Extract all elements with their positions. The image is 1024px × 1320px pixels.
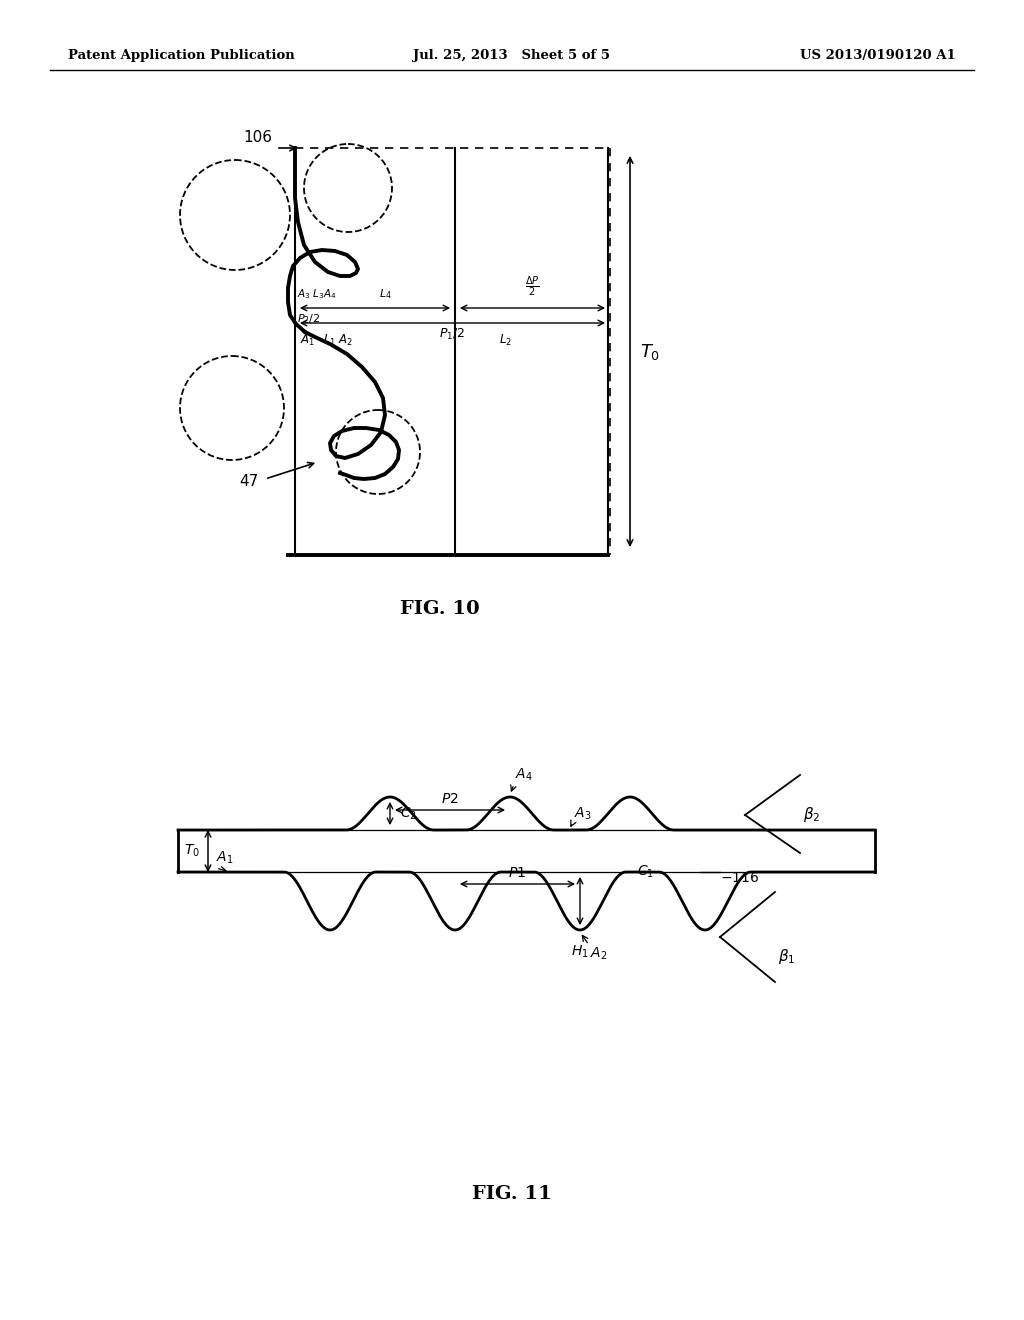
Text: $C_1$: $C_1$ (637, 863, 654, 880)
Text: $A_3$: $A_3$ (574, 805, 592, 822)
Text: $A_3\ L_3A_4$: $A_3\ L_3A_4$ (297, 288, 337, 301)
Text: $P_1/2$: $P_1/2$ (439, 327, 465, 342)
Text: $H_1$: $H_1$ (571, 944, 589, 961)
Text: $P2$: $P2$ (441, 792, 459, 807)
Text: $\beta_1$: $\beta_1$ (778, 948, 796, 966)
Text: US 2013/0190120 A1: US 2013/0190120 A1 (800, 49, 956, 62)
Text: $\frac{\Delta P}{2}$: $\frac{\Delta P}{2}$ (524, 275, 540, 300)
Text: $C_2$: $C_2$ (400, 805, 417, 821)
Text: $L_2$: $L_2$ (499, 333, 512, 347)
Text: $-116$: $-116$ (720, 871, 759, 884)
Text: $A_1$: $A_1$ (300, 333, 315, 347)
Text: FIG. 10: FIG. 10 (400, 601, 480, 618)
Text: $L_1\ A_2$: $L_1\ A_2$ (323, 333, 353, 347)
Text: $A_4$: $A_4$ (515, 767, 532, 783)
Text: $P1$: $P1$ (508, 866, 526, 880)
Text: FIG. 11: FIG. 11 (472, 1185, 552, 1203)
Text: 106: 106 (243, 131, 272, 145)
Text: $T_0$: $T_0$ (640, 342, 660, 362)
Text: $A_1$: $A_1$ (216, 850, 233, 866)
Text: $A_2$: $A_2$ (590, 946, 607, 962)
Text: 47: 47 (239, 474, 258, 490)
Text: $P_2/2$: $P_2/2$ (297, 312, 321, 326)
Text: Patent Application Publication: Patent Application Publication (68, 49, 295, 62)
Text: $L_4$: $L_4$ (379, 288, 391, 301)
Text: Jul. 25, 2013   Sheet 5 of 5: Jul. 25, 2013 Sheet 5 of 5 (414, 49, 610, 62)
Text: $\beta_2$: $\beta_2$ (803, 805, 820, 825)
Text: $T_0$: $T_0$ (184, 842, 200, 859)
